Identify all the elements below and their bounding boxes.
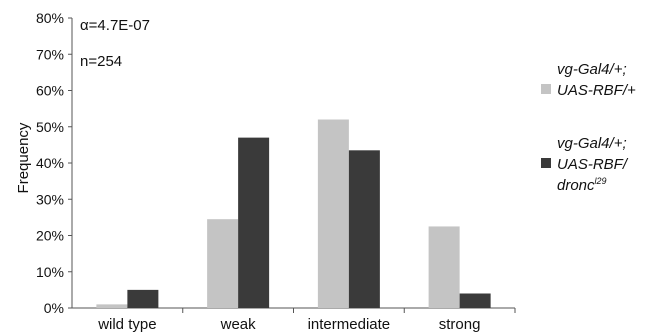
bar-uas-rbf-intermediate xyxy=(317,119,349,308)
bar-uas-rbf-dronc-wild-type xyxy=(127,289,159,308)
y-tick-label: 30% xyxy=(36,191,64,207)
y-tick-label: 10% xyxy=(36,264,64,280)
legend-label: droncl29 xyxy=(557,176,607,194)
y-axis-label: Frequency xyxy=(15,122,32,193)
legend-label: UAS-RBF/+ xyxy=(557,82,636,99)
x-tick-label: strong xyxy=(439,316,481,333)
bar-uas-rbf-dronc-intermediate xyxy=(348,150,380,308)
legend-swatch xyxy=(541,158,551,168)
legend-label: UAS-RBF/ xyxy=(557,156,629,173)
annotation-n: n=254 xyxy=(80,53,122,70)
y-tick-label: 40% xyxy=(36,155,64,171)
legend-label: vg-Gal4/+; xyxy=(557,61,627,78)
bar-uas-rbf-weak xyxy=(207,219,239,308)
chart-bars xyxy=(96,119,491,308)
x-tick-label: weak xyxy=(220,316,257,333)
y-tick-label: 60% xyxy=(36,83,64,99)
bar-uas-rbf-dronc-weak xyxy=(238,137,270,308)
legend-swatch xyxy=(541,84,551,94)
x-tick-label: wild type xyxy=(97,316,156,333)
y-tick-label: 20% xyxy=(36,228,64,244)
y-tick-label: 80% xyxy=(36,10,64,26)
bar-uas-rbf-wild-type xyxy=(96,304,128,308)
chart-labels: 0% 10% 20% 30% 40% 50% 60% 70% 80% wild type weak i… xyxy=(36,10,481,333)
legend-label: vg-Gal4/+; xyxy=(557,135,627,152)
annotation-alpha: α=4.7E-07 xyxy=(80,17,150,34)
y-tick-label: 50% xyxy=(36,119,64,135)
chart-legend: vg-Gal4/+; UAS-RBF/+ vg-Gal4/+; UAS-RBF/dro… xyxy=(541,61,636,194)
x-tick-label: intermediate xyxy=(308,316,391,333)
y-tick-label: 70% xyxy=(36,46,64,62)
bar-uas-rbf-dronc-strong xyxy=(459,293,491,308)
bar-uas-rbf-strong xyxy=(428,226,460,308)
legend-superscript: l29 xyxy=(595,176,607,186)
y-tick-label: 0% xyxy=(44,300,64,316)
